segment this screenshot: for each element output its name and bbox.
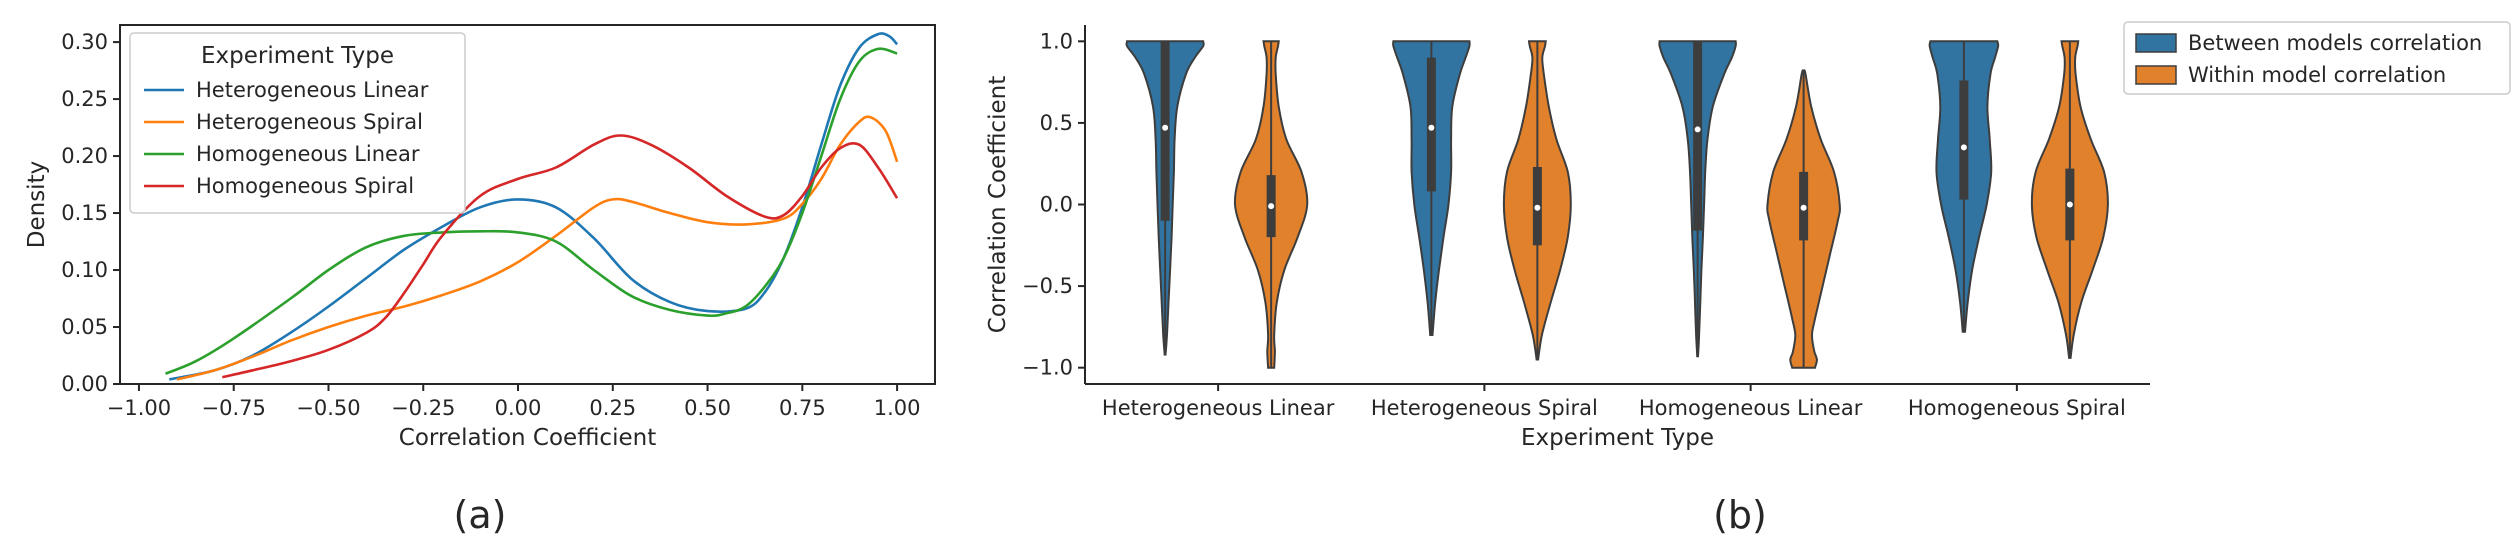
violin-chart: −1.0 −0.5 0.0 0.5 1.0 Heterogeneous Linear Het…	[985, 21, 2511, 451]
plot-frame	[119, 24, 936, 385]
y-tick-label: 0.0	[1040, 193, 1073, 217]
density-chart: −1.00 −0.75 −0.50 −0.25 0.00 0.25 0.50 0.75 1.00…	[24, 24, 936, 451]
violin-iqr-box	[1959, 80, 1969, 200]
x-axis-label: Experiment Type	[1521, 425, 1714, 451]
x-tick-label: 0.50	[684, 396, 731, 420]
legend-label: Heterogeneous Linear	[196, 78, 429, 102]
density-line	[169, 32, 899, 381]
x-tick-label: −0.50	[296, 396, 360, 420]
x-tick-label: 0.00	[495, 396, 542, 420]
x-tick-label: −0.25	[391, 396, 455, 420]
x-tick-label: 1.00	[874, 396, 921, 420]
violin-median-dot	[1800, 204, 1807, 211]
y-tick-label: 0.20	[61, 144, 108, 168]
legend-swatch	[2135, 65, 2177, 85]
y-tick-label: 0.5	[1040, 111, 1073, 135]
y-tick-label: 0.25	[61, 87, 108, 111]
x-tick-label: Homogeneous Linear	[1639, 396, 1863, 420]
violin-median-dot	[2066, 201, 2073, 208]
legend-label: Heterogeneous Spiral	[196, 110, 423, 134]
x-axis-label: Correlation Coefficient	[399, 425, 656, 451]
y-tick-label: 0.30	[61, 30, 108, 54]
y-tick-label: −0.5	[1022, 274, 1073, 298]
y-tick-label: 0.10	[61, 258, 108, 282]
x-tick-label: −0.75	[202, 396, 266, 420]
violin-median-dot	[1960, 144, 1967, 151]
violin-median-dot	[1694, 126, 1701, 133]
y-tick-label: −1.0	[1022, 356, 1073, 380]
y-tick-label: 0.00	[61, 372, 108, 396]
density-line	[176, 115, 899, 381]
violin-median-dot	[1162, 124, 1169, 131]
x-tick-label: 0.75	[779, 396, 826, 420]
legend-label: Homogeneous Spiral	[196, 174, 414, 198]
violin-iqr-box	[1426, 57, 1436, 192]
legend-box	[129, 32, 466, 214]
y-tick-label: 0.15	[61, 201, 108, 225]
density-line	[165, 47, 898, 375]
panel-b-label: (b)	[1713, 493, 1767, 534]
x-tick-label: Heterogeneous Linear	[1102, 396, 1335, 420]
y-tick-label: 0.05	[61, 315, 108, 339]
y-axis-label: Density	[24, 161, 50, 248]
x-tick-label: 0.25	[589, 396, 636, 420]
legend-box	[2123, 21, 2511, 95]
legend-title: Experiment Type	[201, 43, 394, 69]
violin-median-dot	[1534, 204, 1541, 211]
y-tick-label: 1.0	[1040, 29, 1073, 53]
x-tick-label: Homogeneous Spiral	[1908, 396, 2126, 420]
legend-label: Between models correlation	[2188, 31, 2482, 55]
legend-label: Within model correlation	[2188, 63, 2446, 87]
legend-label: Homogeneous Linear	[196, 142, 420, 166]
x-tick-label: Heterogeneous Spiral	[1371, 396, 1598, 420]
x-tick-label: −1.00	[107, 396, 171, 420]
violin-iqr-box	[1160, 41, 1170, 221]
legend-swatch	[2135, 33, 2177, 53]
violin-median-dot	[1428, 124, 1435, 131]
panel-a-label: (a)	[454, 493, 507, 534]
violin-iqr-box	[1693, 41, 1703, 231]
y-axis-label: Correlation Coefficient	[985, 76, 1011, 333]
violin-median-dot	[1268, 203, 1275, 210]
density-line	[222, 134, 899, 379]
